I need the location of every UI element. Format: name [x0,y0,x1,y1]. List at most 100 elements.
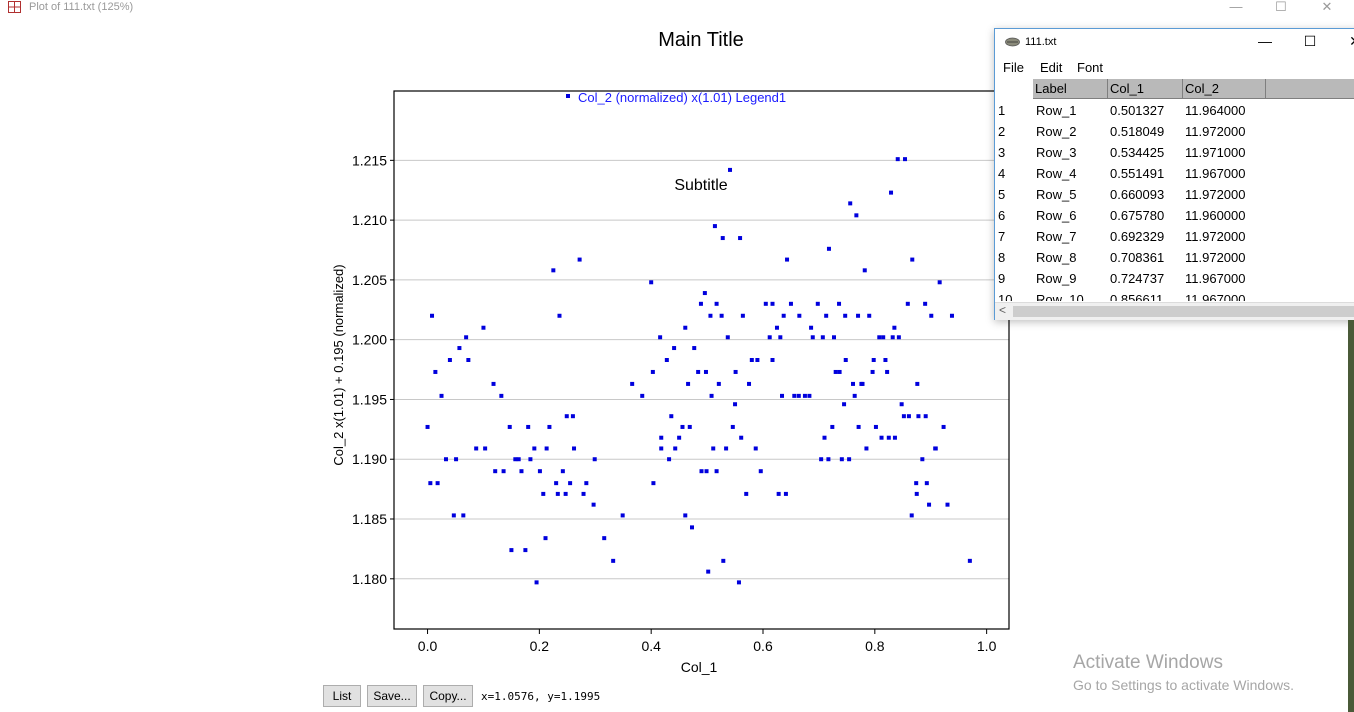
data-point [848,201,853,206]
chart-subtitle: Subtitle [674,177,727,194]
data-point [885,369,890,374]
table-row[interactable]: 4 Row_4 0.551491 11.967000 [995,163,1354,184]
row-col-1-cell: 0.675780 [1110,208,1165,223]
plot-close-button[interactable]: ✕ [1321,0,1333,14]
data-point [783,491,788,496]
table-row[interactable]: 8 Row_8 0.708361 11.972000 [995,247,1354,268]
data-point [528,457,533,462]
data-point [753,446,758,451]
horizontal-scrollbar[interactable]: < [995,302,1354,320]
column-header-label[interactable]: Label [1033,79,1108,99]
data-point [730,424,735,429]
x-tick-label: 1.0 [977,638,997,654]
data-point [443,457,448,462]
data-point [763,301,768,306]
data-point [602,536,607,541]
data-point [507,424,512,429]
data-point [758,469,763,474]
row-label-cell: Row_5 [1036,187,1077,202]
list-button[interactable]: List [323,685,361,707]
data-point [696,369,701,374]
data-point [447,358,452,362]
data-point [591,502,596,507]
table-row[interactable]: 3 Row_3 0.534425 11.971000 [995,142,1354,163]
column-header-col-2[interactable]: Col_2 [1183,79,1266,99]
data-point [881,335,886,340]
data-point [568,481,573,486]
data-point [630,381,635,386]
column-header-col-1[interactable]: Col_1 [1108,79,1183,99]
plot-minimize-button[interactable]: — [1229,0,1243,14]
data-point [721,558,726,563]
row-label-cell: Row_6 [1036,208,1077,223]
data-point [927,502,932,507]
row-col-2-cell: 11.972000 [1185,229,1246,244]
data-point [780,393,785,398]
table-maximize-button[interactable]: ☐ [1303,33,1317,49]
data-point [770,358,775,362]
data-point [584,481,589,486]
data-point [807,393,812,398]
data-point [474,446,479,451]
scroll-left-arrow-icon[interactable]: < [999,303,1007,317]
data-point [509,548,514,553]
plot-maximize-button[interactable]: ☐ [1275,0,1287,14]
table-row[interactable]: 2 Row_2 0.518049 11.972000 [995,121,1354,142]
data-point [833,369,838,374]
table-close-button[interactable]: ✕ [1343,33,1354,50]
table-row[interactable]: 10 Row_10 0.856611 11.967000 [995,289,1354,301]
menu-font[interactable]: Font [1077,60,1104,75]
row-number-cell: 6 [998,208,1006,223]
x-tick-label: 0.2 [530,638,550,654]
data-point [776,491,781,496]
data-point [709,393,714,398]
data-point [778,335,783,340]
save-button[interactable]: Save... [367,685,417,707]
table-row[interactable]: 6 Row_6 0.675780 11.960000 [995,205,1354,226]
table-row[interactable]: 1 Row_1 0.501327 11.964000 [995,100,1354,121]
table-menubar: File Edit Font [995,58,1354,78]
row-number-cell: 5 [998,187,1006,202]
data-point [466,358,471,362]
data-point [839,457,844,462]
data-point [712,224,717,229]
table-minimize-button[interactable]: — [1258,33,1272,49]
row-col-1-cell: 0.551491 [1110,166,1165,181]
menu-edit[interactable]: Edit [1040,60,1063,75]
data-point [739,435,744,440]
data-point [906,414,911,419]
data-point [914,481,919,486]
data-point [755,358,760,362]
data-point [620,513,625,518]
data-point [714,301,719,306]
table-row[interactable]: 9 Row_9 0.724737 11.967000 [995,268,1354,289]
data-point [967,558,972,563]
table-row[interactable]: 7 Row_7 0.692329 11.972000 [995,226,1354,247]
data-point [724,446,729,451]
menu-file[interactable]: File [1003,60,1024,75]
data-point [564,414,569,419]
data-point [733,369,738,374]
data-point [892,325,897,330]
data-point [430,313,435,318]
copy-button[interactable]: Copy... [423,685,473,707]
row-number-cell: 10 [998,292,1013,301]
legend: Col_2 (normalized) x(1.01) Legend1 [566,90,786,105]
data-point [949,313,954,318]
data-point [551,268,556,273]
data-point [909,513,914,518]
data-point [714,469,719,474]
data-point [870,369,875,374]
data-point [669,414,674,419]
data-table[interactable]: Label Col_1 Col_2 1 Row_1 0.501327 11.96400… [995,79,1354,301]
x-tick-label: 0.8 [865,638,885,654]
data-point [699,469,704,474]
data-point [698,301,703,306]
table-row[interactable]: 5 Row_5 0.660093 11.972000 [995,184,1354,205]
data-point [719,313,724,318]
row-col-2-cell: 11.972000 [1185,187,1246,202]
data-point [683,325,688,330]
data-point [716,381,721,386]
scrollbar-thumb[interactable] [1013,306,1354,317]
